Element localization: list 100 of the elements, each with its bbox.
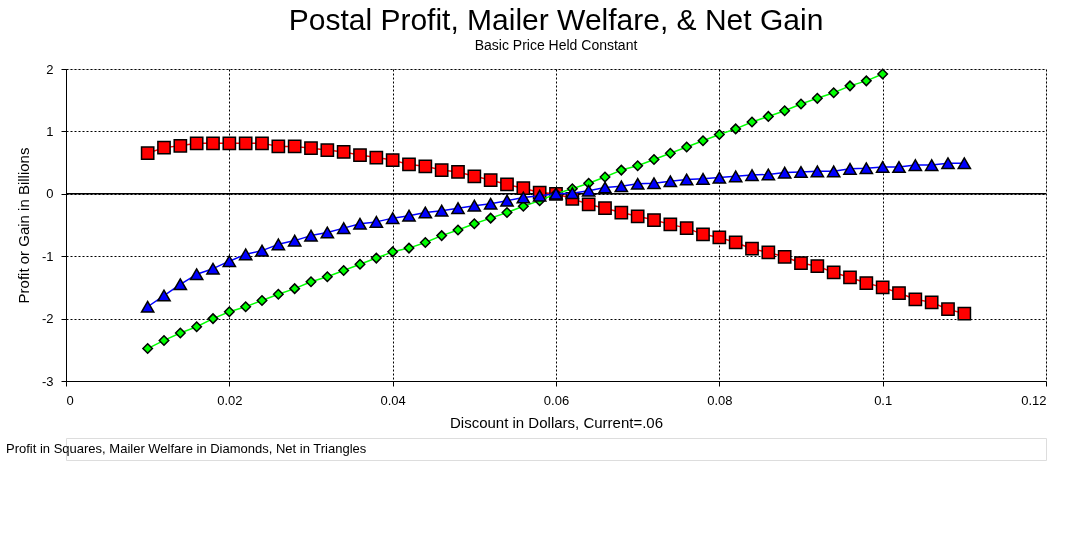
point [892, 286, 906, 300]
point [142, 343, 154, 355]
y-tick-label: 1 [46, 123, 54, 139]
point [908, 159, 923, 172]
point [844, 80, 856, 92]
point [810, 165, 825, 178]
point [336, 222, 351, 235]
point [875, 160, 890, 174]
point [794, 256, 808, 270]
point [434, 204, 449, 217]
y-tick-label: -2 [41, 311, 54, 327]
point [647, 213, 661, 227]
point [140, 300, 155, 313]
point [599, 171, 611, 183]
point [402, 209, 416, 222]
point [173, 138, 188, 153]
point [500, 194, 514, 207]
point [158, 334, 170, 346]
point [287, 234, 302, 247]
point [174, 327, 186, 339]
point [157, 140, 171, 155]
point [238, 248, 253, 261]
point [338, 265, 350, 277]
point [860, 75, 872, 87]
point [240, 301, 252, 313]
point [206, 262, 220, 275]
point [485, 212, 497, 224]
point [500, 177, 514, 192]
point [810, 259, 825, 274]
point [436, 230, 448, 242]
point [679, 173, 694, 186]
point [206, 136, 220, 151]
point [908, 292, 923, 307]
y-tick-label: -1 [41, 248, 54, 264]
point [173, 278, 188, 291]
point [745, 169, 759, 182]
point [679, 221, 694, 235]
point [826, 165, 841, 178]
point [468, 218, 480, 230]
point [924, 159, 939, 172]
point [614, 180, 629, 193]
point [696, 172, 710, 185]
point [207, 313, 219, 325]
point [385, 212, 400, 225]
point [256, 295, 268, 306]
point [843, 162, 857, 175]
point [336, 145, 351, 159]
point [794, 165, 808, 179]
point [777, 249, 792, 264]
x-tick-label: 0.12 [1021, 392, 1047, 408]
point [418, 206, 433, 219]
point [321, 271, 333, 283]
point [745, 241, 759, 256]
point [289, 283, 301, 295]
point [354, 258, 366, 270]
point [728, 235, 743, 250]
point [581, 184, 596, 197]
point [877, 68, 889, 80]
chart-subtitle: Basic Price Held Constant [474, 37, 638, 53]
point [779, 105, 791, 117]
point [728, 170, 743, 183]
point [320, 226, 335, 239]
y-tick-label: 0 [46, 186, 54, 202]
point [859, 162, 874, 175]
point [632, 160, 644, 172]
point [696, 227, 710, 242]
point [320, 143, 335, 157]
x-tick-label: 0.06 [543, 392, 570, 408]
point [581, 197, 596, 212]
point [255, 244, 269, 257]
x-tick-label: 0 [66, 392, 74, 408]
point [369, 215, 384, 228]
point [483, 197, 498, 210]
point [957, 306, 972, 321]
point [222, 136, 237, 151]
y-tick-label: -3 [41, 373, 54, 389]
point [157, 289, 171, 302]
point [941, 157, 955, 170]
point [924, 295, 939, 310]
point [516, 191, 531, 204]
point [746, 116, 758, 128]
point [287, 139, 302, 154]
point [222, 255, 237, 268]
point [451, 165, 465, 179]
point [532, 189, 547, 202]
point [467, 169, 482, 184]
chart-title: Postal Profit, Mailer Welfare, & Net Gain [288, 3, 824, 36]
point [648, 153, 660, 165]
point [712, 230, 727, 245]
point [501, 207, 513, 219]
point [615, 164, 627, 176]
point [630, 209, 645, 224]
point [647, 177, 661, 190]
point [811, 92, 823, 104]
point [761, 168, 776, 181]
point [712, 171, 727, 184]
point [467, 199, 482, 212]
point [189, 268, 204, 281]
point [451, 202, 465, 215]
point [941, 302, 955, 317]
